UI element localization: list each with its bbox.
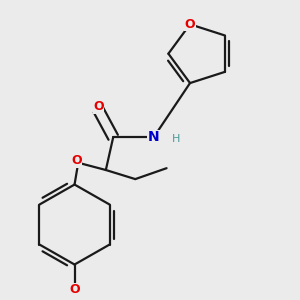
- Text: O: O: [185, 18, 195, 31]
- Text: H: H: [172, 134, 180, 144]
- Text: O: O: [69, 284, 80, 296]
- Text: O: O: [93, 100, 104, 113]
- Text: O: O: [71, 154, 82, 167]
- Text: N: N: [148, 130, 160, 144]
